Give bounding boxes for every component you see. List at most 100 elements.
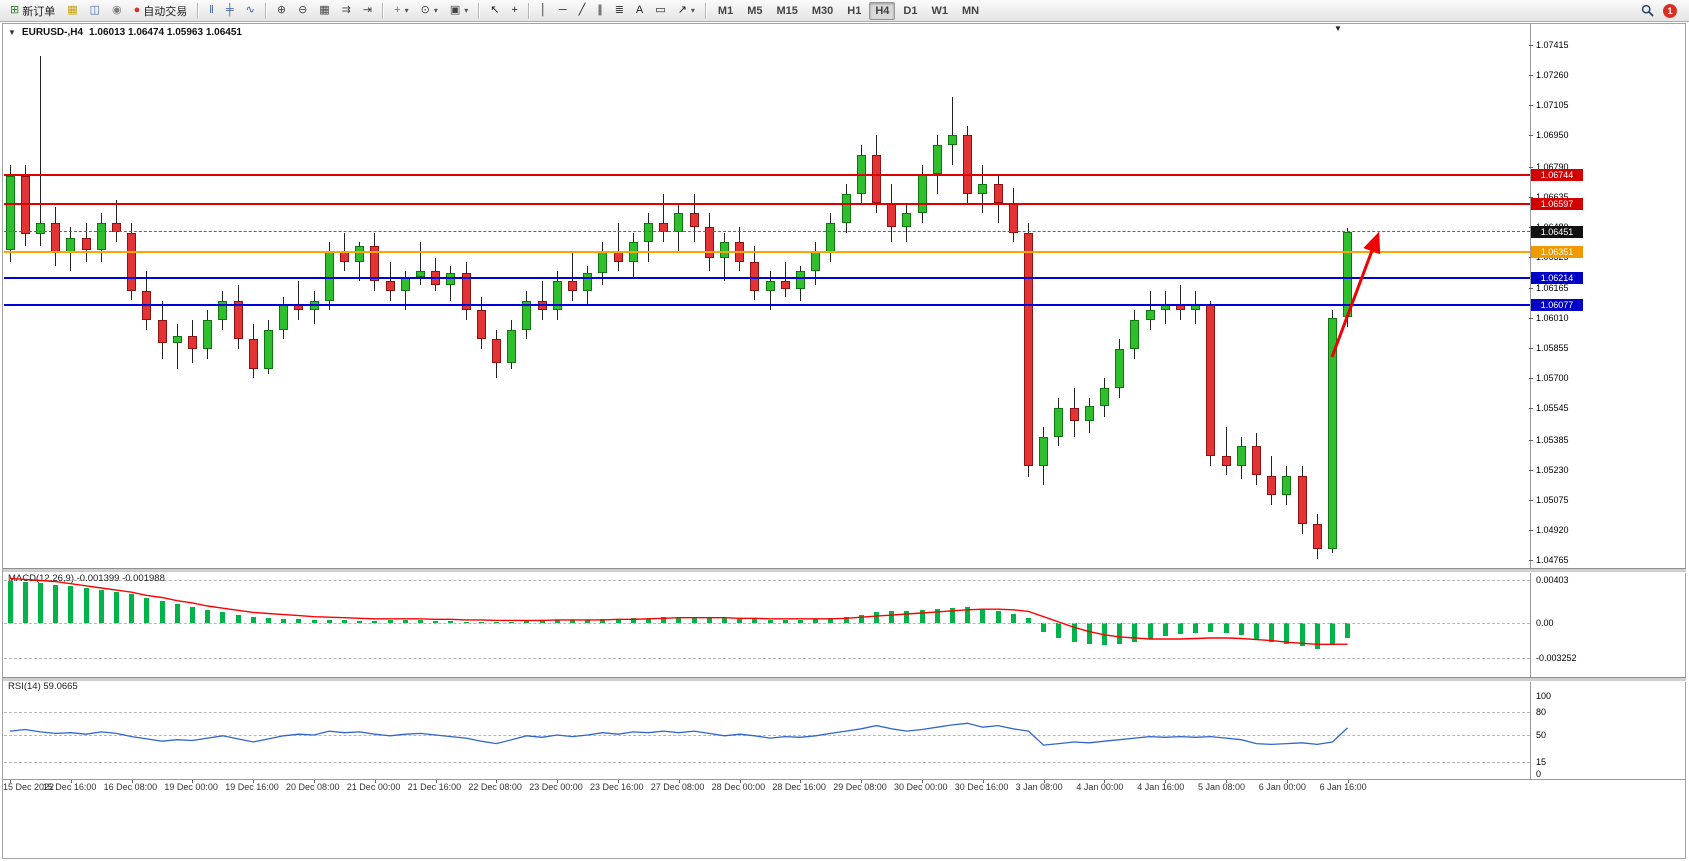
line-chart-button[interactable]: ∿ — [241, 2, 260, 20]
candle — [902, 213, 912, 227]
vertical-line-button[interactable]: │ — [535, 2, 552, 20]
templates-button[interactable]: ▣ ▾ — [445, 2, 473, 20]
price-axis-tick — [1529, 166, 1533, 168]
fibonacci-icon: ≣ — [614, 4, 624, 16]
chart-window-button[interactable]: ▦ — [62, 2, 82, 20]
search-icon[interactable] — [1641, 4, 1654, 17]
macd-histogram-bar — [1253, 623, 1259, 640]
pivot-line[interactable] — [4, 250, 1530, 253]
profile-button[interactable]: ◫ — [85, 2, 105, 20]
autotrading-button[interactable]: ● 自动交易 — [129, 2, 193, 20]
indicators-button[interactable]: + ▾ — [389, 2, 413, 20]
time-axis-tick — [678, 780, 680, 783]
fibonacci-button[interactable]: ≣ — [610, 2, 629, 20]
candle-wick — [617, 222, 619, 272]
candlestick-chart-button[interactable]: ╪ — [221, 2, 239, 20]
candle — [1312, 524, 1322, 550]
crosshair-button[interactable]: + — [506, 2, 522, 20]
resistance-line-1[interactable] — [4, 174, 1530, 177]
candle — [947, 135, 957, 146]
time-axis-label: 27 Dec 08:00 — [650, 782, 705, 792]
macd-histogram-bar — [1147, 623, 1153, 640]
panel-divider-rsi[interactable] — [3, 677, 1686, 682]
chart-shift-button[interactable]: ⇥ — [358, 2, 377, 20]
price-axis-label: 1.05545 — [1536, 403, 1569, 414]
panel-divider-macd[interactable] — [3, 568, 1686, 573]
zoom-in-button[interactable]: ⊕ — [272, 2, 291, 20]
macd-histogram-bar — [144, 597, 150, 623]
macd-histogram-bar — [965, 607, 971, 624]
tf-m30-button[interactable]: M30 — [806, 2, 839, 20]
rsi-level-line — [4, 762, 1530, 764]
cursor-button[interactable]: ↖ — [485, 2, 504, 20]
tf-h4-button[interactable]: H4 — [869, 1, 896, 20]
time-axis-label: 5 Jan 08:00 — [1198, 782, 1246, 792]
candle — [5, 176, 15, 251]
toolbar-separator — [197, 2, 200, 19]
price-axis-tick — [1529, 196, 1533, 198]
arrows-tool-button[interactable]: ↗ ▾ — [673, 2, 700, 20]
candle — [20, 176, 30, 235]
tf-m5-button[interactable]: M5 — [741, 2, 768, 20]
time-axis-label: 28 Dec 00:00 — [711, 782, 766, 792]
candle — [1084, 405, 1094, 421]
price-axis-label: 1.05230 — [1536, 464, 1569, 475]
macd-histogram-bar — [98, 590, 104, 624]
macd-histogram-bar — [1101, 623, 1107, 646]
new-order-button[interactable]: ⊞ 新订单 — [5, 2, 60, 20]
tf-w1-button[interactable]: W1 — [925, 2, 954, 20]
periods-button[interactable]: ⊙ ▾ — [416, 2, 443, 20]
tf-d1-button[interactable]: D1 — [897, 2, 923, 20]
rsi-axis-label: 0 — [1536, 769, 1542, 779]
candle — [324, 252, 334, 301]
price-axis-tick — [1529, 318, 1533, 320]
macd-histogram-bar — [205, 610, 211, 624]
candle — [765, 281, 775, 291]
notification-badge[interactable]: 1 — [1663, 3, 1677, 18]
tf-m15-button[interactable]: M15 — [770, 2, 803, 20]
macd-histogram-bar — [1010, 613, 1016, 624]
macd-histogram-bar — [1162, 623, 1168, 636]
symbol-dropdown-icon[interactable]: ▼ — [8, 28, 16, 37]
dropdown-caret-icon: ▾ — [690, 6, 695, 15]
auto-scroll-button[interactable]: ⇉ — [337, 2, 356, 20]
tf-m1-button[interactable]: M1 — [712, 2, 739, 20]
candle — [1099, 388, 1109, 406]
candle — [583, 273, 593, 291]
chart-window-icon: ▦ — [67, 4, 78, 16]
tf-h1-button[interactable]: H1 — [841, 2, 867, 20]
text-label-button[interactable]: ▭ — [650, 2, 670, 20]
tile-windows-button[interactable]: ▦ — [314, 2, 334, 20]
macd-histogram-bar — [1071, 623, 1077, 643]
candle — [1039, 436, 1049, 466]
trendline-button[interactable]: ╱ — [574, 2, 591, 20]
price-axis-tick — [1529, 378, 1533, 380]
time-axis-separator — [3, 779, 1686, 780]
price-axis-label: 1.07105 — [1536, 100, 1569, 111]
sound-button[interactable]: ◉ — [107, 2, 127, 20]
bar-chart-button[interactable]: ‖ — [204, 2, 219, 20]
toolbar-separator — [527, 2, 530, 19]
time-axis-tick — [435, 780, 437, 783]
rsi-name: RSI(14) — [8, 681, 41, 692]
price-axis-tick — [1529, 560, 1533, 561]
chart-shift-marker[interactable]: ▼ — [1334, 24, 1342, 33]
zoom-out-button[interactable]: ⊖ — [293, 2, 312, 20]
tf-mn-button-label: MN — [961, 4, 980, 17]
support-line-2[interactable] — [4, 304, 1530, 306]
time-axis-label: 4 Jan 16:00 — [1137, 782, 1185, 792]
time-axis-label: 6 Jan 00:00 — [1258, 782, 1306, 792]
tf-mn-button[interactable]: MN — [956, 2, 985, 20]
resistance-line-2[interactable] — [4, 203, 1530, 205]
text-button[interactable]: A — [631, 2, 648, 20]
support-line-1[interactable] — [4, 277, 1530, 280]
equidistant-channel-button[interactable]: ∥ — [592, 2, 608, 20]
candle-wick — [298, 281, 300, 320]
candle — [1008, 203, 1018, 233]
current-price-line[interactable] — [4, 231, 1530, 233]
rsi-axis-label: 15 — [1536, 757, 1547, 768]
price-tag-1.06214: 1.06214 — [1531, 272, 1583, 285]
candle — [1069, 407, 1079, 422]
horizontal-line-button[interactable]: ─ — [554, 2, 572, 20]
